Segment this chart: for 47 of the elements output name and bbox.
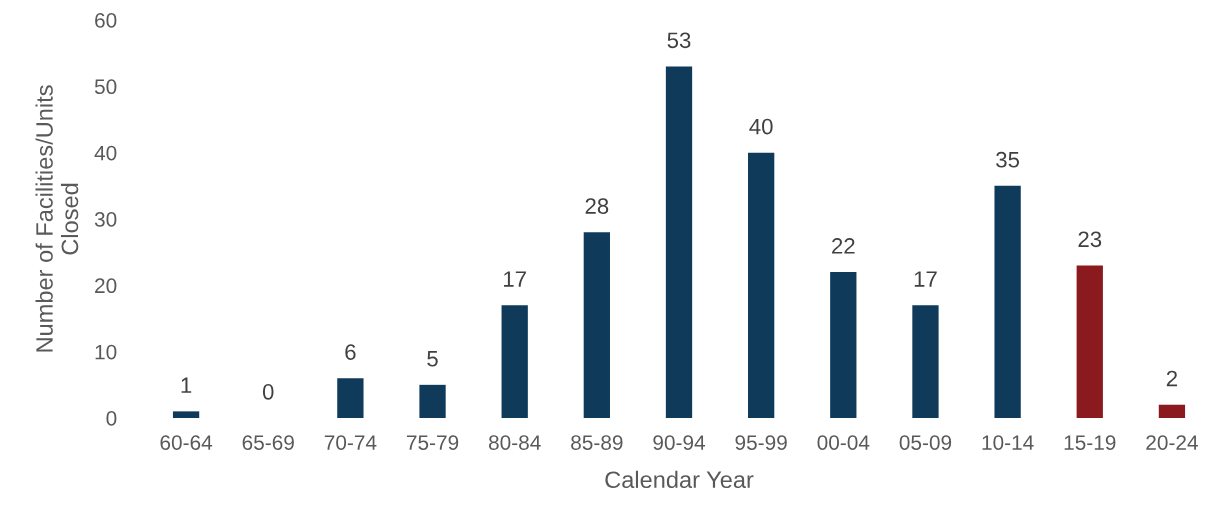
data-label: 35 [996, 151, 1020, 168]
x-tick-label: 15-19 [1064, 435, 1116, 450]
bar [748, 152, 775, 418]
bar [665, 66, 693, 418]
y-tick-label: 10 [95, 344, 117, 360]
bar [1076, 265, 1103, 418]
x-tick-label: 60-64 [160, 435, 213, 450]
bar [994, 185, 1021, 418]
bar [337, 378, 364, 418]
data-label: 53 [667, 32, 691, 49]
bar [912, 305, 939, 418]
x-tick-label: 95-99 [735, 435, 787, 450]
bar [830, 272, 857, 418]
y-tick-label: 30 [94, 212, 117, 227]
data-label: 1 [181, 377, 192, 393]
y-tick-label: 20 [95, 278, 117, 294]
bar [583, 232, 610, 418]
data-label: 6 [345, 344, 356, 360]
data-label: 17 [504, 271, 526, 287]
bar [1158, 404, 1186, 418]
x-tick-label: 85-89 [571, 435, 623, 450]
bar [172, 411, 200, 418]
data-label: 17 [914, 271, 937, 287]
data-label: 23 [1078, 231, 1102, 248]
y-tick-label: 60 [95, 13, 117, 28]
x-tick-label: 10-14 [982, 435, 1034, 450]
data-label: 2 [1166, 370, 1177, 387]
y-axis-title: Number of Facilities/Units Closed [35, 85, 79, 352]
data-label: 5 [427, 351, 438, 367]
x-tick-label: 70-74 [324, 435, 377, 450]
data-label: 28 [585, 198, 609, 214]
x-tick-label: 75-79 [406, 435, 459, 450]
bar [501, 305, 528, 418]
x-tick-label: 05-09 [899, 435, 952, 450]
data-label: 22 [832, 238, 855, 254]
data-label: 0 [262, 383, 274, 400]
x-tick-label: 00-04 [817, 435, 870, 450]
bar [419, 384, 446, 418]
y-tick-label: 40 [94, 145, 117, 161]
x-tick-label: 20-24 [1146, 435, 1198, 450]
data-label: 40 [749, 118, 773, 135]
x-tick-label: 90-94 [653, 435, 706, 450]
x-tick-label: 80-84 [488, 435, 541, 450]
y-tick-label: 0 [106, 411, 117, 426]
x-axis-title: Calendar Year [605, 470, 754, 489]
x-tick-label: 65-69 [242, 435, 294, 450]
y-tick-label: 50 [94, 79, 117, 95]
